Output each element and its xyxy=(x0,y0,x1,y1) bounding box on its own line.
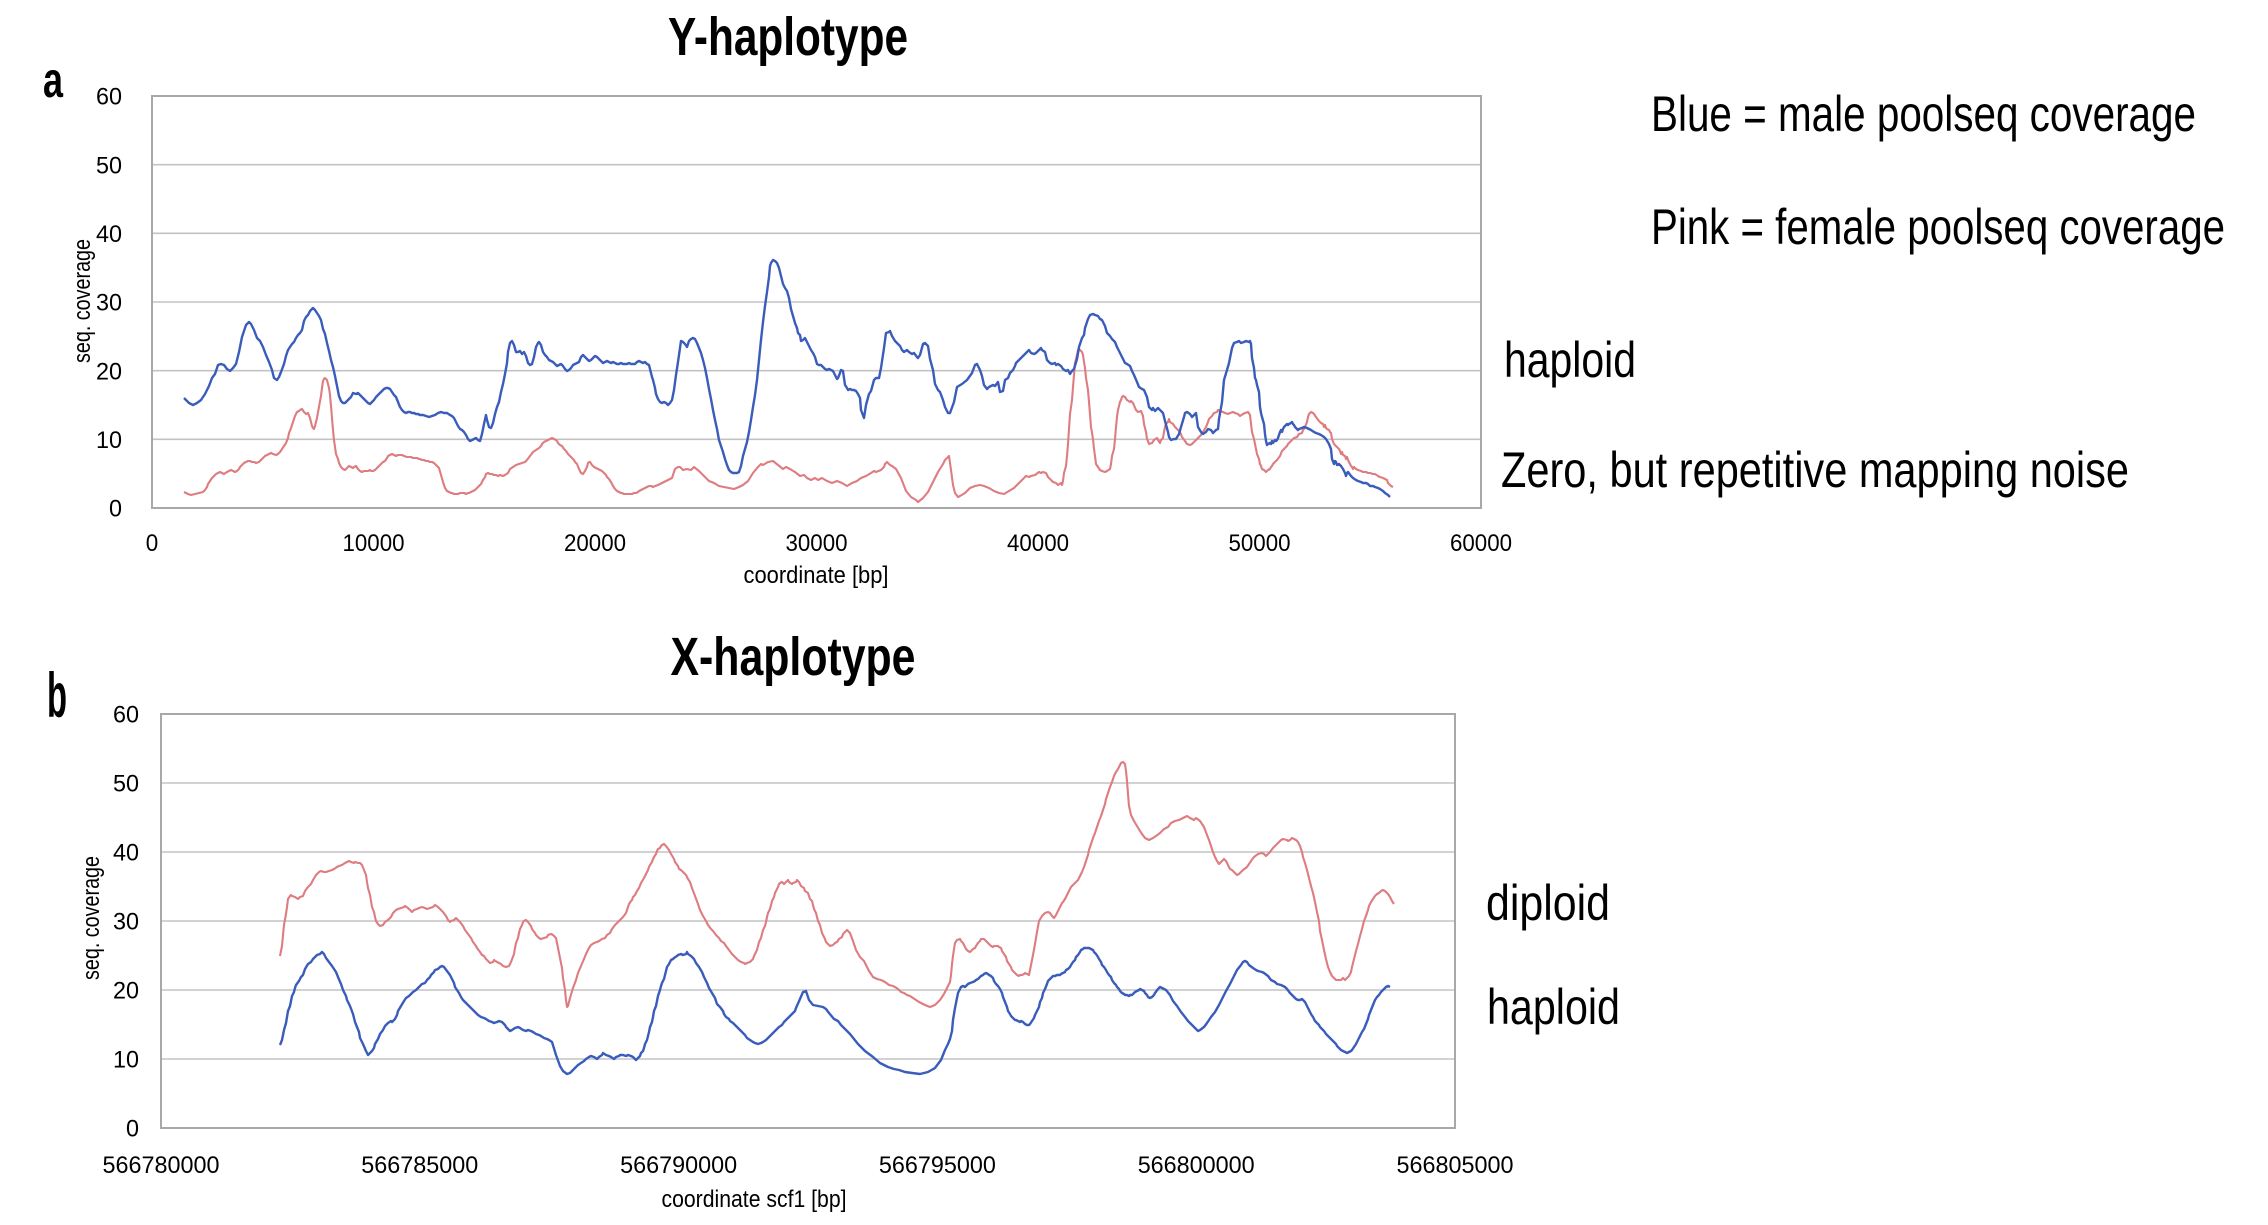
svg-text:diploid: diploid xyxy=(1486,875,1610,931)
svg-text:seq. coverage: seq. coverage xyxy=(78,856,105,980)
svg-text:566780000: 566780000 xyxy=(103,1152,220,1179)
svg-text:0: 0 xyxy=(109,496,122,523)
svg-text:566790000: 566790000 xyxy=(620,1152,737,1179)
svg-text:60: 60 xyxy=(96,84,122,111)
svg-text:60000: 60000 xyxy=(1450,530,1512,557)
svg-text:40: 40 xyxy=(96,221,122,248)
svg-text:30000: 30000 xyxy=(786,530,848,557)
svg-text:haploid: haploid xyxy=(1504,332,1636,388)
svg-text:coordinate scf1 [bp]: coordinate scf1 [bp] xyxy=(662,1186,847,1213)
svg-text:566785000: 566785000 xyxy=(361,1152,478,1179)
svg-text:40: 40 xyxy=(113,840,139,867)
svg-text:a: a xyxy=(43,52,64,108)
svg-text:20: 20 xyxy=(113,978,139,1005)
svg-text:50: 50 xyxy=(113,771,139,798)
svg-text:Blue = male poolseq coverage: Blue = male poolseq coverage xyxy=(1651,86,2196,142)
svg-text:50: 50 xyxy=(96,152,122,179)
svg-text:haploid: haploid xyxy=(1487,979,1620,1035)
svg-text:0: 0 xyxy=(126,1116,139,1143)
svg-text:coordinate [bp]: coordinate [bp] xyxy=(744,562,889,589)
svg-text:b: b xyxy=(47,661,67,731)
svg-text:0: 0 xyxy=(146,530,159,557)
svg-text:10: 10 xyxy=(113,1047,139,1074)
svg-text:X-haplotype: X-haplotype xyxy=(671,627,916,687)
svg-text:60: 60 xyxy=(113,702,139,729)
svg-text:Zero, but repetitive mapping n: Zero, but repetitive mapping noise xyxy=(1501,442,2129,498)
svg-text:566805000: 566805000 xyxy=(1397,1152,1514,1179)
svg-text:566800000: 566800000 xyxy=(1138,1152,1255,1179)
svg-text:Pink = female poolseq coverage: Pink = female poolseq coverage xyxy=(1651,199,2225,255)
svg-text:30: 30 xyxy=(113,909,139,936)
svg-text:seq. coverage: seq. coverage xyxy=(69,239,96,363)
svg-text:20000: 20000 xyxy=(564,530,626,557)
svg-text:40000: 40000 xyxy=(1007,530,1069,557)
svg-text:30: 30 xyxy=(96,290,122,317)
svg-text:20: 20 xyxy=(96,358,122,385)
svg-text:10: 10 xyxy=(96,427,122,454)
svg-text:566795000: 566795000 xyxy=(879,1152,996,1179)
svg-text:10000: 10000 xyxy=(343,530,405,557)
svg-text:Y-haplotype: Y-haplotype xyxy=(668,7,908,67)
svg-text:50000: 50000 xyxy=(1229,530,1291,557)
